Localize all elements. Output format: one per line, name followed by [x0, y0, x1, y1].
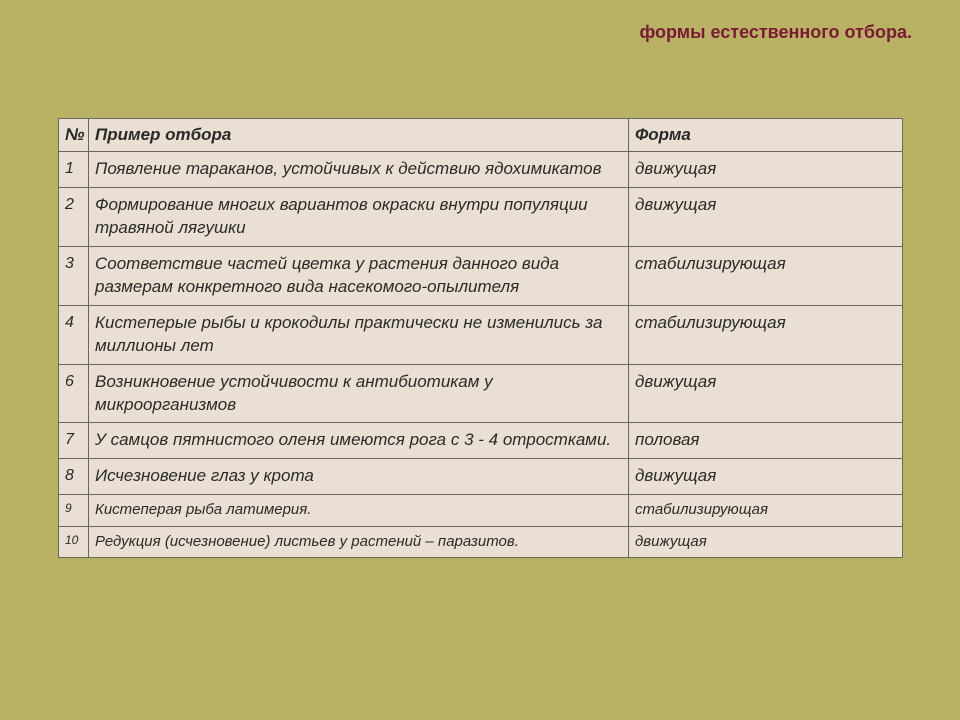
page-title: формы естественного отбора. — [640, 22, 912, 43]
table-row: 3Соответствие частей цветка у растения д… — [59, 246, 903, 305]
cell-example: Появление тараканов, устойчивых к действ… — [89, 152, 629, 188]
cell-example: Соответствие частей цветка у растения да… — [89, 246, 629, 305]
cell-form: движущая — [629, 152, 903, 188]
table-row: 2Формирование многих вариантов окраски в… — [59, 187, 903, 246]
cell-example: Редукция (исчезновение) листьев у растен… — [89, 526, 629, 557]
table-row: 8Исчезновение глаз у кротадвижущая — [59, 459, 903, 495]
col-header-example: Пример отбора — [89, 119, 629, 152]
cell-number: 9 — [59, 495, 89, 526]
cell-number: 3 — [59, 246, 89, 305]
cell-form: движущая — [629, 364, 903, 423]
cell-number: 1 — [59, 152, 89, 188]
cell-form: стабилизирующая — [629, 305, 903, 364]
cell-form: движущая — [629, 187, 903, 246]
cell-number: 10 — [59, 526, 89, 557]
cell-number: 7 — [59, 423, 89, 459]
col-header-number: № — [59, 119, 89, 152]
cell-example: У самцов пятнистого оленя имеются рога с… — [89, 423, 629, 459]
selection-table: № Пример отбора Форма 1Появление таракан… — [58, 118, 903, 558]
cell-example: Возникновение устойчивости к антибиотика… — [89, 364, 629, 423]
table-row: 7У самцов пятнистого оленя имеются рога … — [59, 423, 903, 459]
table-row: 4Кистеперые рыбы и крокодилы практически… — [59, 305, 903, 364]
cell-form: стабилизирующая — [629, 495, 903, 526]
table-header-row: № Пример отбора Форма — [59, 119, 903, 152]
cell-form: движущая — [629, 459, 903, 495]
table-row: 1Появление тараканов, устойчивых к дейст… — [59, 152, 903, 188]
selection-table-container: № Пример отбора Форма 1Появление таракан… — [58, 118, 903, 558]
cell-number: 6 — [59, 364, 89, 423]
cell-number: 2 — [59, 187, 89, 246]
cell-example: Исчезновение глаз у крота — [89, 459, 629, 495]
table-row: 9Кистеперая рыба латимерия.стабилизирующ… — [59, 495, 903, 526]
cell-example: Формирование многих вариантов окраски вн… — [89, 187, 629, 246]
table-row: 6Возникновение устойчивости к антибиотик… — [59, 364, 903, 423]
cell-number: 4 — [59, 305, 89, 364]
col-header-form: Форма — [629, 119, 903, 152]
cell-example: Кистеперая рыба латимерия. — [89, 495, 629, 526]
cell-example: Кистеперые рыбы и крокодилы практически … — [89, 305, 629, 364]
cell-form: стабилизирующая — [629, 246, 903, 305]
cell-number: 8 — [59, 459, 89, 495]
cell-form: движущая — [629, 526, 903, 557]
table-row: 10Редукция (исчезновение) листьев у раст… — [59, 526, 903, 557]
cell-form: половая — [629, 423, 903, 459]
